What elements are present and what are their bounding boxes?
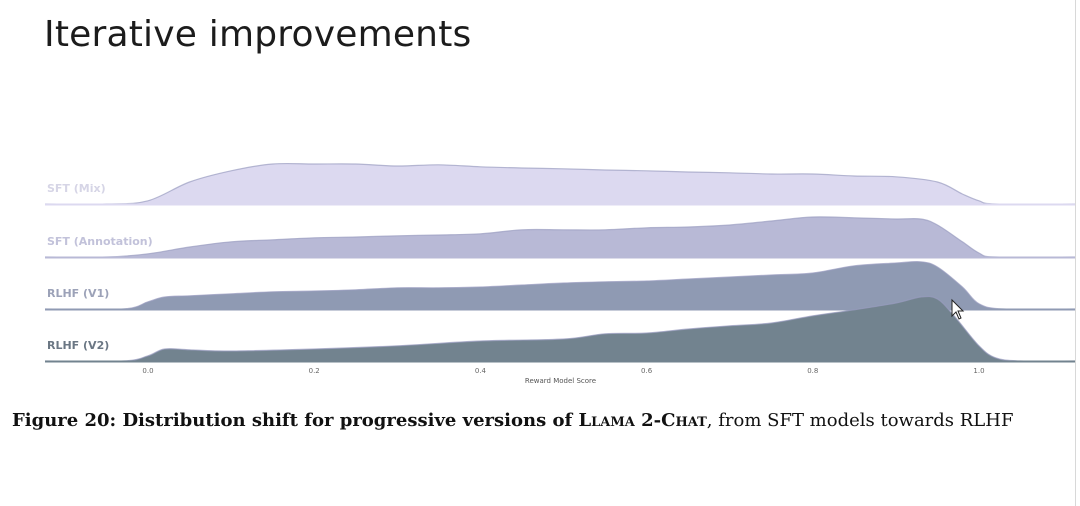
caption-rest: , from SFT models towards RLHF (706, 410, 1014, 431)
series-label: RLHF (V1) (47, 287, 109, 300)
series-outline (44, 261, 1076, 311)
series-label: SFT (Annotation) (47, 235, 153, 248)
slide-title: Iterative improvements (44, 14, 472, 55)
series-area (45, 296, 1075, 362)
series-area (45, 163, 1075, 205)
mouse-cursor-icon (951, 298, 965, 320)
series-label: RLHF (V2) (47, 339, 109, 352)
x-tick-label: 0.0 (142, 367, 153, 375)
x-tick-label: 0.6 (641, 367, 653, 375)
caption-label: Figure 20: Distribution shift for progre… (12, 410, 579, 431)
page-edge-divider (1075, 0, 1076, 506)
x-axis-label: Reward Model Score (525, 377, 596, 385)
caption-model-name: Llama 2-Chat (578, 410, 707, 431)
series-area (45, 261, 1075, 310)
ridgeline-chart: SFT (Mix) SFT (Annotation) RLHF (V1) RLHF (… (44, 162, 1076, 385)
x-tick-label: 1.0 (973, 367, 984, 375)
x-tick-label: 0.4 (475, 367, 487, 375)
series-area (45, 216, 1075, 258)
x-tick-label: 0.8 (807, 367, 818, 375)
figure-caption: Figure 20: Distribution shift for progre… (12, 410, 1013, 431)
series-outline (44, 162, 1076, 205)
series-outline (44, 216, 1076, 258)
series-label: SFT (Mix) (47, 182, 106, 195)
x-tick-label: 0.2 (309, 367, 320, 375)
